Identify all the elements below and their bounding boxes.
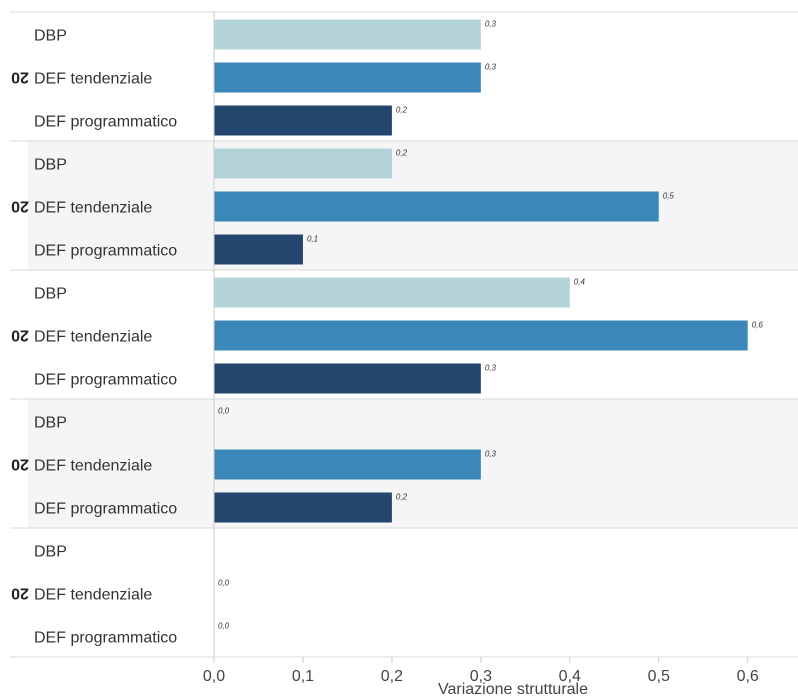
category-label: DEF programmatico xyxy=(34,243,177,260)
category-label: DBP xyxy=(34,415,67,432)
bar xyxy=(214,62,481,93)
data-label: 0,2 xyxy=(396,149,408,158)
data-label: 0,3 xyxy=(485,450,497,459)
x-tick-label: 0,5 xyxy=(648,668,670,685)
category-label: DEF programmatico xyxy=(34,630,177,647)
category-label: DBP xyxy=(34,28,67,45)
data-label: 0,0 xyxy=(218,622,230,631)
category-label: DEF programmatico xyxy=(34,372,177,389)
data-label: 0,6 xyxy=(752,321,764,330)
category-label: DBP xyxy=(34,544,67,561)
category-label: DEF tendenziale xyxy=(34,200,152,217)
data-label: 0,2 xyxy=(396,106,408,115)
category-label: DEF tendenziale xyxy=(34,71,152,88)
data-label: 0,5 xyxy=(663,192,675,201)
category-label: DEF tendenziale xyxy=(34,458,152,475)
group-label-2: 20 xyxy=(11,326,29,343)
group-label-0: 20 xyxy=(11,68,29,85)
x-tick-label: 0,4 xyxy=(559,668,581,685)
data-label: 0,3 xyxy=(485,63,497,72)
category-label: DBP xyxy=(34,157,67,174)
bar xyxy=(214,105,392,136)
data-label: 0,2 xyxy=(396,493,408,502)
x-tick-label: 0,6 xyxy=(737,668,759,685)
bar xyxy=(214,19,481,50)
bar xyxy=(214,492,392,523)
group-label-4: 20 xyxy=(11,584,29,601)
x-tick-label: 0,3 xyxy=(470,668,492,685)
bar xyxy=(214,320,748,351)
group-label-3: 20 xyxy=(11,455,29,472)
bar xyxy=(214,277,570,308)
bar xyxy=(214,234,303,265)
data-label: 0,3 xyxy=(485,364,497,373)
x-tick-label: 0,2 xyxy=(381,668,403,685)
bar xyxy=(214,148,392,179)
category-label: DEF tendenziale xyxy=(34,587,152,604)
bar xyxy=(214,191,659,222)
bar xyxy=(214,363,481,394)
data-label: 0,1 xyxy=(307,235,318,244)
x-tick-label: 0,0 xyxy=(203,668,225,685)
group-label-1: 20 xyxy=(11,197,29,214)
x-tick-label: 0,1 xyxy=(292,668,314,685)
category-label: DBP xyxy=(34,286,67,303)
category-label: DEF programmatico xyxy=(34,114,177,131)
data-label: 0,4 xyxy=(574,278,586,287)
data-label: 0,3 xyxy=(485,20,497,29)
category-label: DEF programmatico xyxy=(34,501,177,518)
data-label: 0,0 xyxy=(218,579,230,588)
bar xyxy=(214,449,481,480)
category-label: DEF tendenziale xyxy=(34,329,152,346)
x-axis-title: Variazione strutturale xyxy=(438,681,588,697)
data-label: 0,0 xyxy=(218,407,230,416)
